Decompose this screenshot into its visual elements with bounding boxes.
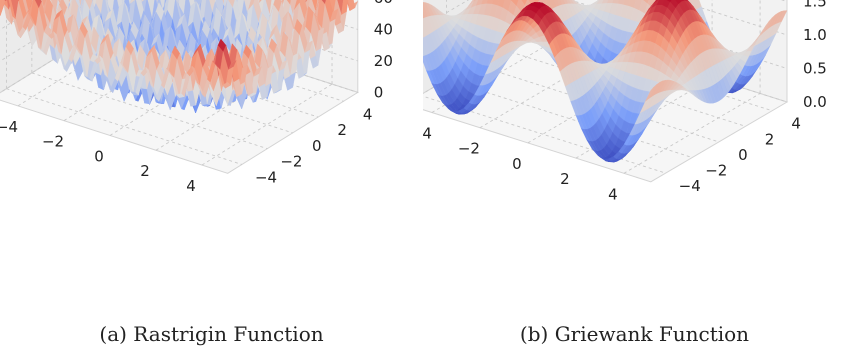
rastrigin-x-tick-label: −2 (42, 133, 64, 151)
griewank-y-tick-label: −4 (679, 177, 701, 195)
griewank-y-tick-label: −2 (705, 162, 727, 180)
rastrigin-x-tick-label: 4 (186, 177, 196, 195)
rastrigin-gridline-y (6, 88, 243, 165)
griewank-surface-patch (645, 86, 654, 102)
griewank-surface (423, 0, 788, 163)
griewank-x-tick-label: −2 (458, 140, 480, 158)
rastrigin-x-tick-label: −4 (0, 118, 18, 136)
griewank-z-tick-label: 1.0 (803, 26, 827, 44)
rastrigin-gridline-y (82, 40, 319, 118)
caption-rastrigin: (a) Rastrigin Function (99, 322, 324, 346)
rastrigin-x-tick-label: 2 (140, 162, 150, 180)
griewank-y-tick-label: 0 (738, 146, 748, 164)
rastrigin-gridline-z (0, 0, 100, 62)
rastrigin-surface-patch (305, 0, 308, 3)
rastrigin-gridline-x (201, 83, 333, 166)
rastrigin-z-tick-label: 20 (374, 52, 393, 70)
rastrigin-y-tick-label: 0 (312, 137, 322, 155)
rastrigin-y-tick-label: −4 (255, 169, 277, 187)
griewank-y-tick-label: 4 (791, 115, 801, 133)
rastrigin-surface-patch (347, 0, 356, 11)
griewank-gridline-y (446, 79, 693, 158)
rastrigin-y-tick-label: −2 (280, 153, 302, 171)
griewank-x-tick-label: 2 (560, 170, 570, 188)
rastrigin-gridline-y (31, 72, 268, 150)
rastrigin-z-tick-label: 0 (374, 83, 384, 101)
rastrigin-z-tick-label: 40 (374, 20, 393, 38)
rastrigin-surface-patch (222, 81, 231, 89)
rastrigin-gridline-y (57, 56, 293, 134)
griewank-x-tick-label: 0 (512, 155, 522, 173)
griewank-x-tick-label: −4 (423, 125, 432, 143)
caption-griewank: (b) Griewank Function (519, 322, 750, 346)
rastrigin-x-tick-label: 0 (94, 147, 104, 165)
rastrigin-gridline-y (107, 25, 344, 102)
rastrigin-gridline-z (122, 16, 358, 93)
griewank-z-tick-label: 1.5 (803, 0, 827, 11)
griewank-x-tick-label: 4 (608, 185, 618, 203)
griewank-z-tick-label: 0.5 (803, 60, 827, 78)
griewank-y-tick-label: 2 (765, 130, 775, 148)
rastrigin-surface (0, 0, 359, 114)
rastrigin-surface-patch (4, 0, 8, 2)
griewank-z-tick-label: 0.0 (803, 93, 827, 111)
rastrigin-surface-patch (78, 0, 82, 7)
rastrigin-z-tick-label: 60 (374, 0, 393, 7)
rastrigin-y-tick-label: 4 (363, 105, 373, 123)
rastrigin-y-tick-label: 2 (337, 121, 347, 139)
